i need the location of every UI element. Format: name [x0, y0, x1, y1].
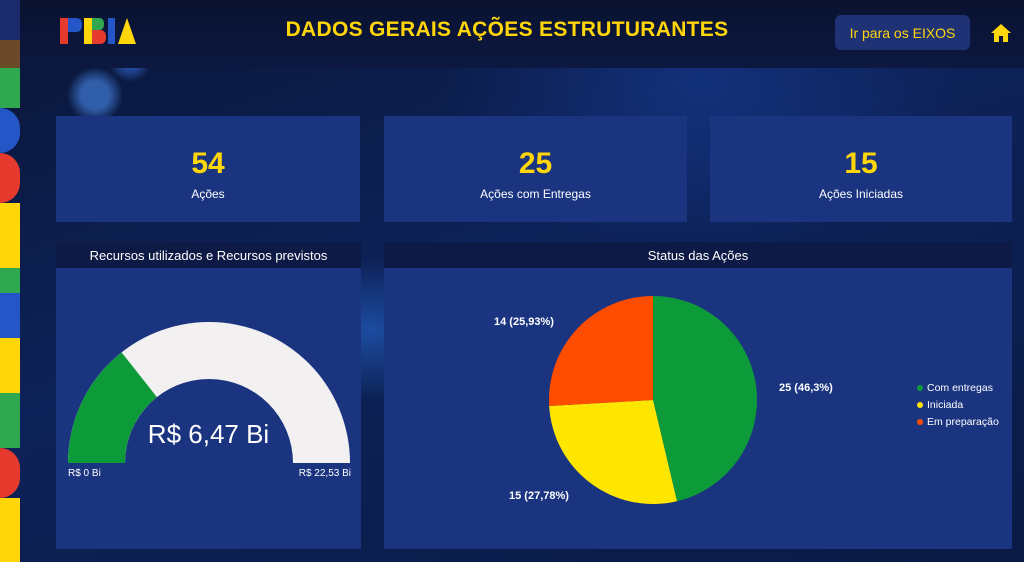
kpi-card-acoes: 54 Ações [56, 116, 360, 222]
gauge-fill [68, 352, 157, 463]
kpi-value: 25 [518, 147, 553, 180]
pie-slice-com-entregas[interactable] [653, 296, 757, 502]
kpi-value: 15 [844, 147, 878, 180]
gauge-min-label: R$ 0 Bi [68, 468, 101, 479]
legend-dot [917, 418, 923, 425]
pie-slice-em-prepara-o[interactable] [549, 296, 653, 407]
gauge-chart [68, 322, 350, 463]
pie-slice-iniciada[interactable] [549, 400, 677, 504]
kpi-label: Ações com Entregas [480, 187, 591, 201]
gauge-track [68, 322, 350, 463]
legend-item[interactable]: Iniciada [917, 396, 999, 413]
gauge-max-label: R$ 22,53 Bi [298, 468, 351, 479]
legend-dot [917, 384, 923, 391]
pie-label-em-preparacao: 14 (25,93%) [494, 316, 554, 328]
page-title: DADOS GERAIS AÇÕES ESTRUTURANTES [285, 18, 729, 41]
pie-label-iniciada: 15 (27,78%) [509, 490, 569, 502]
legend-dot [917, 401, 923, 408]
gauge-value: R$ 6,47 Bi [147, 419, 270, 449]
kpi-card-acoes-com-entregas: 25 Ações com Entregas [384, 116, 687, 222]
legend-label: Iniciada [927, 398, 964, 411]
status-pie-chart [549, 296, 757, 504]
legend-label: Com entregas [927, 381, 993, 394]
pie-title: Status das Ações [384, 242, 1012, 268]
legend-label: Em preparação [927, 415, 999, 428]
kpi-value: 54 [191, 147, 225, 180]
status-panel: Status das Ações 25 (46,3%) 15 (27,78%) … [384, 242, 1012, 549]
go-to-eixos-button[interactable]: Ir para os EIXOS [835, 15, 970, 50]
legend-item[interactable]: Com entregas [917, 379, 999, 396]
pie-label-com-entregas: 25 (46,3%) [779, 382, 833, 394]
pbia-logo [60, 16, 140, 46]
brand-stripe [0, 0, 20, 562]
gauge-panel: Recursos utilizados e Recursos previstos… [56, 242, 361, 549]
home-icon[interactable] [990, 23, 1012, 43]
legend-item[interactable]: Em preparação [917, 413, 999, 430]
kpi-label: Ações Iniciadas [818, 187, 904, 201]
pie-legend: Com entregas Iniciada Em preparação [917, 379, 999, 430]
kpi-card-acoes-iniciadas: 15 Ações Iniciadas [710, 116, 1012, 222]
gauge-title: Recursos utilizados e Recursos previstos [56, 242, 361, 268]
kpi-label: Ações [191, 187, 225, 201]
